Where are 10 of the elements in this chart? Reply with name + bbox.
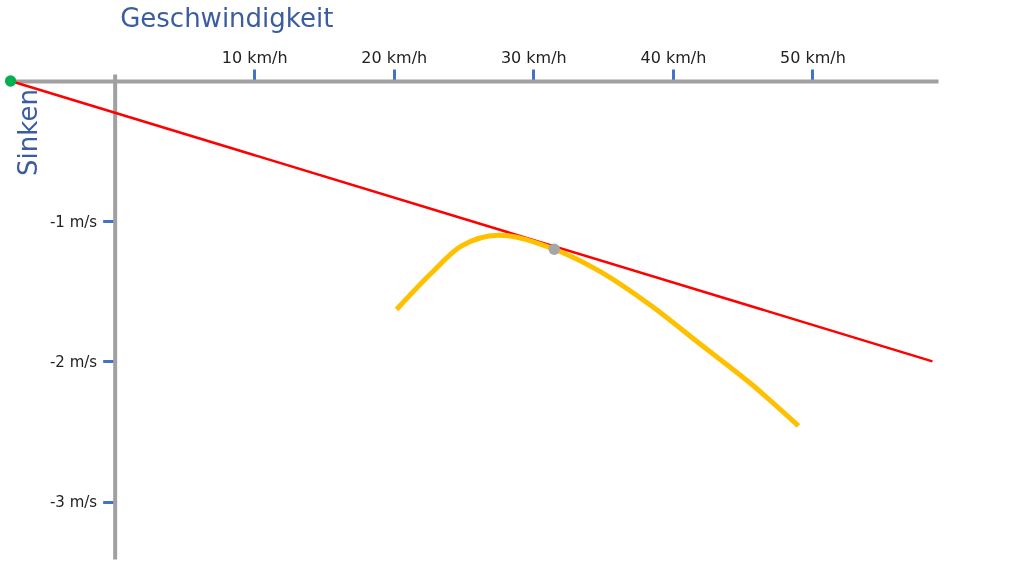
x-tick-label: 40 km/h <box>640 47 707 67</box>
x-tick-label: 50 km/h <box>779 47 846 67</box>
x-tick-label: 30 km/h <box>500 47 567 67</box>
y-tick-label: -2 m/s <box>49 352 98 371</box>
y-tick-label: -1 m/s <box>49 212 98 231</box>
x-tick-label: 20 km/h <box>361 47 428 67</box>
y-tick-label: -3 m/s <box>49 493 98 512</box>
x-axis-title: Geschwindigkeit <box>120 2 334 33</box>
x-tick-label: 10 km/h <box>221 47 288 67</box>
y-axis-title: Sinken <box>13 89 44 176</box>
